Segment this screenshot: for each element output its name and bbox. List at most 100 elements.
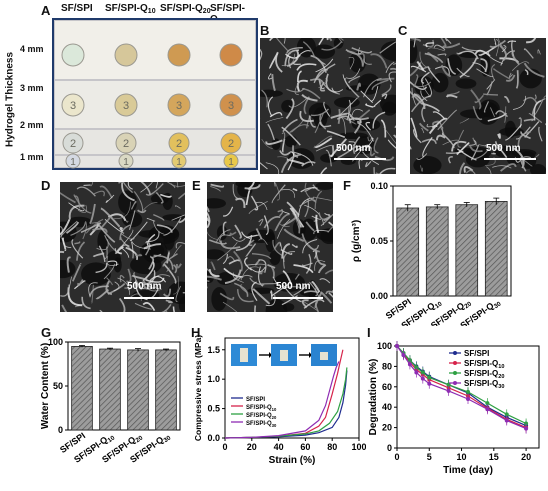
sem-fiber (93, 190, 105, 197)
sem-fiber (484, 144, 497, 149)
sem-fiber (442, 42, 461, 49)
hydrogel-sample (223, 153, 239, 169)
sem-fiber (272, 239, 283, 256)
scale-bar-label: 500 nm (486, 143, 521, 154)
sem-fiber (299, 110, 314, 123)
sem-fiber (265, 139, 283, 146)
sem-fiber (143, 243, 161, 250)
sem-fiber (504, 106, 507, 123)
sem-fiber (314, 260, 326, 271)
sem-fiber (103, 263, 115, 280)
sem-fiber (235, 234, 253, 251)
sem-fiber (281, 283, 302, 303)
sem-fiber (489, 39, 506, 48)
sem-fiber (472, 106, 483, 121)
sem-fiber (442, 139, 460, 146)
sem-fiber (286, 49, 300, 68)
sem-pore (410, 40, 418, 64)
sem-fiber (440, 64, 452, 78)
sem-fiber (275, 38, 292, 55)
sem-fiber (237, 274, 253, 281)
bar (396, 207, 420, 297)
sem-fiber (524, 121, 540, 138)
sem-fiber (465, 170, 476, 174)
sem-pore (445, 54, 463, 77)
sem-fiber (446, 90, 460, 96)
sem-fiber (294, 80, 301, 96)
sem-fiber (379, 41, 396, 54)
y-axis-title: ρ (g/cm³) (351, 220, 362, 262)
sem-fiber (208, 268, 220, 278)
y-tick-label: 1.0 (207, 374, 220, 384)
scale-bar-label: 500 nm (127, 281, 162, 292)
bar (71, 345, 93, 431)
inset-sample (280, 350, 288, 361)
sem-fiber (89, 203, 96, 225)
x-tick-label: 15 (489, 452, 499, 462)
sem-fiber (118, 182, 122, 184)
sem-fiber (314, 291, 323, 309)
hydrogel-sample (167, 43, 191, 67)
x-tick-label: 20 (521, 452, 531, 462)
sem-fiber (421, 103, 427, 123)
sem-fiber (219, 234, 231, 242)
sem-fiber (131, 241, 134, 259)
data-point (420, 376, 425, 381)
hydrogel-sample (118, 153, 134, 169)
sem-fiber (348, 102, 353, 121)
y-tick-label: 60 (382, 382, 392, 392)
sem-fiber (143, 270, 156, 286)
sem-fiber (134, 302, 152, 310)
sem-fiber (275, 51, 283, 73)
sem-fiber (525, 38, 537, 44)
sem-fiber (68, 204, 85, 220)
sem-image-b: 500 nm (260, 38, 396, 174)
sem-fiber (411, 87, 416, 105)
sem-fiber (269, 38, 285, 42)
sem-fiber (534, 154, 540, 158)
data-point (395, 344, 399, 348)
sem-fiber (99, 309, 103, 312)
inset-sample (320, 352, 328, 360)
well-number: 1 (70, 157, 76, 168)
sem-fiber (528, 113, 543, 124)
x-tick-label: SF/SPI-Q30 (458, 296, 503, 326)
hydrogel-sample (114, 43, 138, 67)
sem-fiber (351, 108, 364, 116)
sem-fiber (534, 94, 537, 100)
sem-fiber (432, 111, 446, 120)
sem-fiber (387, 139, 396, 149)
data-point (407, 362, 412, 367)
scale-bar (124, 297, 174, 299)
sem-fiber (228, 259, 240, 265)
sem-fiber (100, 207, 121, 228)
sem-fiber (210, 185, 221, 192)
sem-fiber (369, 147, 376, 157)
panel-label-e: E (192, 178, 201, 193)
sem-fiber (336, 115, 352, 124)
row-label-4mm: 4 mm (20, 44, 44, 54)
sem-pore (282, 303, 295, 312)
sem-fiber (120, 232, 136, 240)
sem-fiber (207, 211, 211, 229)
sem-fiber (543, 95, 546, 99)
sem-fiber (77, 279, 84, 287)
sem-fiber (90, 182, 94, 187)
sem-pore (138, 230, 164, 238)
sem-fiber (286, 158, 305, 165)
legend-label: SF/SPI-Q10 (464, 359, 504, 370)
inset-sample (240, 348, 248, 362)
sem-fiber (304, 204, 325, 226)
sem-fiber (207, 280, 210, 283)
sem-fiber (114, 244, 130, 255)
sem-fiber (227, 256, 236, 262)
data-point (414, 370, 419, 375)
sem-fiber (172, 264, 178, 274)
sem-fiber (85, 218, 104, 234)
sem-fiber (297, 70, 302, 83)
sem-fiber (222, 221, 227, 236)
sem-fiber (370, 86, 379, 102)
sem-fiber (301, 161, 316, 167)
sem-fiber (426, 123, 437, 128)
panel-label-f: F (343, 178, 351, 193)
